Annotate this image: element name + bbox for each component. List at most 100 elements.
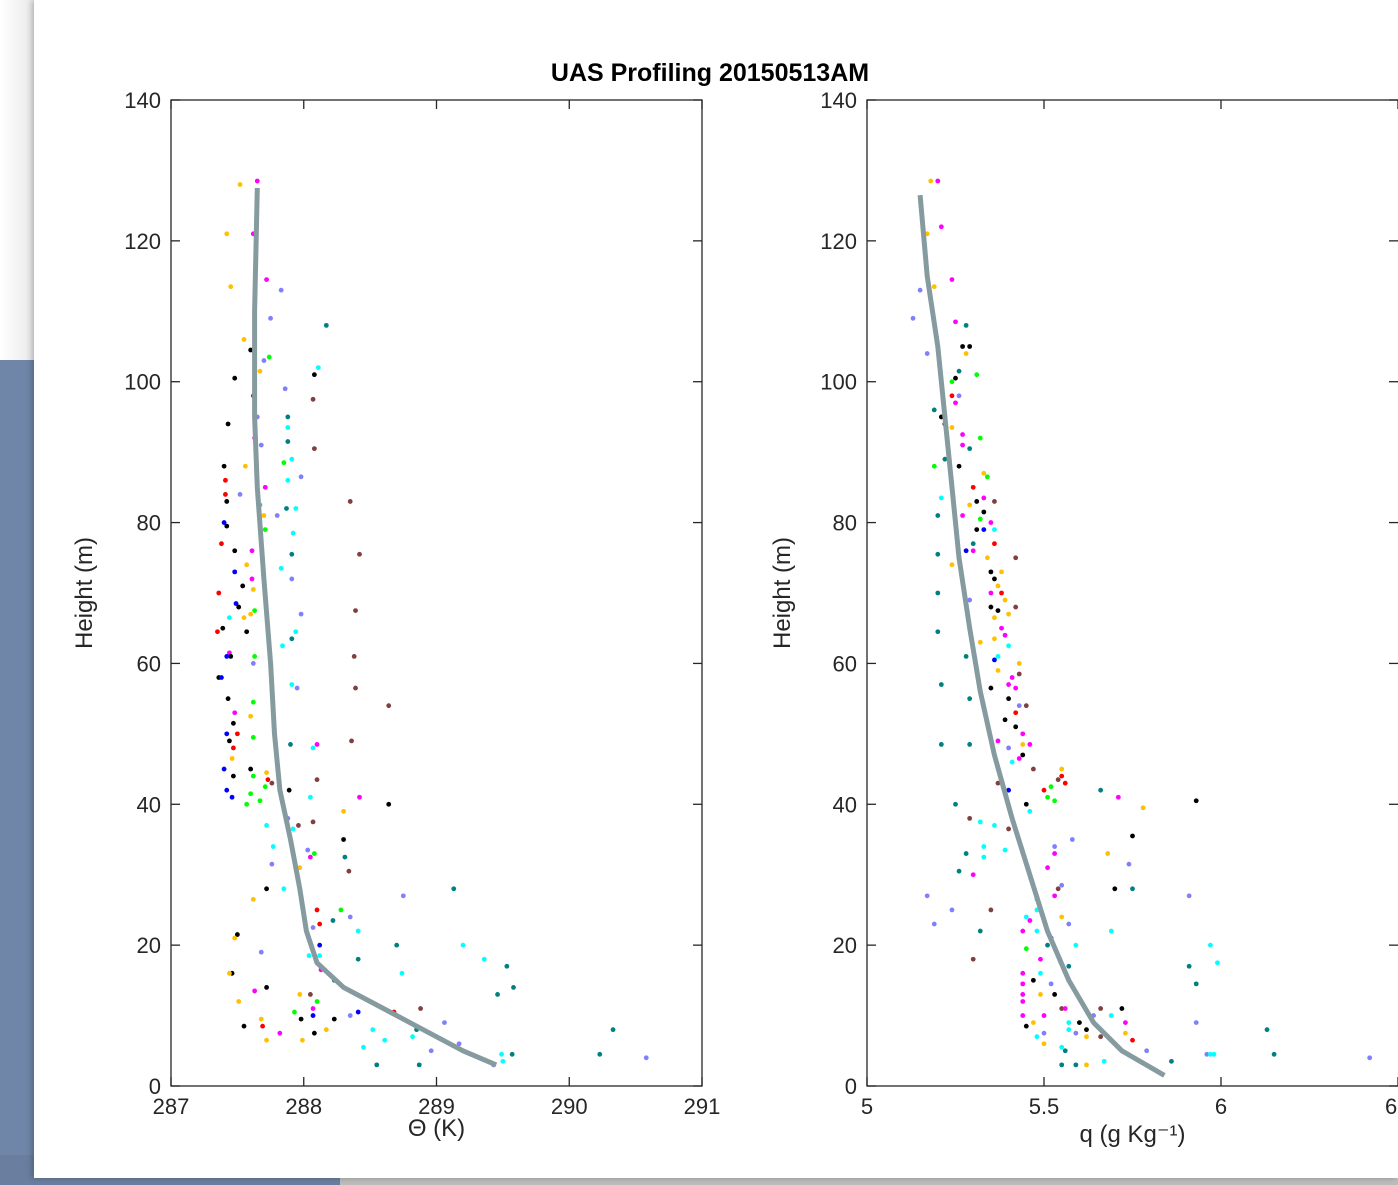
data-point — [995, 608, 1001, 614]
data-point — [1045, 794, 1050, 800]
data-point — [1069, 837, 1075, 842]
data-point — [995, 583, 1001, 589]
data-point — [400, 893, 406, 899]
data-point — [236, 604, 242, 610]
data-point — [347, 499, 353, 504]
data-point — [917, 287, 923, 293]
data-point — [307, 794, 313, 800]
data-point — [297, 992, 303, 997]
data-point — [1105, 851, 1111, 856]
data-point — [296, 823, 301, 828]
y-tick-label: 60 — [137, 651, 161, 676]
data-point — [249, 548, 255, 554]
data-point — [1006, 643, 1011, 649]
data-point — [277, 1030, 283, 1036]
data-point — [310, 1006, 316, 1011]
data-point — [924, 351, 930, 356]
data-point — [1066, 1027, 1072, 1033]
data-point — [999, 590, 1004, 596]
data-point — [262, 527, 268, 533]
axes-box — [170, 99, 703, 1087]
data-point — [1059, 773, 1065, 779]
data-point — [1101, 1058, 1107, 1064]
data-point — [341, 808, 346, 814]
data-point — [230, 773, 236, 779]
data-point — [956, 463, 962, 469]
data-point — [977, 928, 983, 934]
x-tick-label: 5.5 — [1029, 1094, 1060, 1119]
data-point — [285, 439, 291, 444]
data-point — [1077, 1020, 1082, 1026]
data-point — [288, 742, 293, 747]
data-point — [268, 315, 273, 321]
data-point — [310, 396, 316, 402]
x-tick-label: 288 — [285, 1094, 322, 1119]
data-point — [234, 932, 240, 937]
data-point — [938, 495, 944, 501]
data-point — [229, 794, 235, 800]
y-tick-label: 20 — [833, 933, 857, 958]
data-point — [1062, 1006, 1068, 1011]
data-point — [511, 985, 516, 990]
data-point — [953, 400, 958, 406]
data-point — [1013, 724, 1019, 730]
data-point — [257, 798, 263, 804]
data-point — [227, 738, 232, 744]
y-tick-label: 20 — [137, 933, 161, 958]
data-point — [963, 322, 969, 328]
data-point — [953, 319, 958, 325]
data-point — [250, 734, 256, 740]
data-point — [1045, 865, 1050, 871]
data-point — [1041, 1013, 1047, 1018]
data-point — [1030, 1020, 1036, 1026]
data-point — [315, 365, 321, 371]
data-point — [269, 861, 275, 867]
data-point — [1059, 1062, 1065, 1068]
data-point — [223, 492, 228, 497]
data-point — [1030, 977, 1036, 983]
data-point — [1059, 882, 1065, 888]
data-point — [370, 1027, 376, 1033]
data-point — [988, 520, 994, 525]
data-point — [963, 548, 969, 554]
y-tick-label: 0 — [845, 1074, 857, 1099]
data-point — [264, 277, 269, 282]
data-point — [481, 956, 487, 962]
data-point — [1002, 632, 1008, 638]
data-point — [230, 720, 236, 726]
data-point — [981, 509, 987, 515]
data-point — [1073, 1062, 1079, 1068]
data-point — [597, 1051, 603, 1057]
data-point — [981, 495, 987, 501]
data-point — [974, 527, 980, 533]
data-point — [988, 907, 994, 913]
data-point — [346, 868, 352, 874]
data-point — [310, 819, 316, 825]
data-point — [1052, 798, 1058, 804]
data-point — [1034, 1034, 1040, 1040]
data-point — [357, 551, 362, 557]
data-point — [963, 851, 969, 856]
y-tick-label: 80 — [137, 511, 161, 536]
data-point — [956, 368, 962, 374]
data-point — [938, 224, 944, 230]
data-point — [266, 354, 272, 360]
x-tick-label: 289 — [418, 1094, 455, 1119]
data-point — [1059, 1044, 1065, 1050]
y-tick-label: 100 — [820, 370, 857, 395]
data-point — [992, 615, 997, 621]
data-point — [931, 407, 937, 413]
data-point — [451, 886, 457, 892]
data-point — [1020, 970, 1026, 976]
data-point — [967, 696, 973, 702]
data-point — [221, 463, 227, 469]
data-point — [1066, 921, 1072, 927]
data-point — [1112, 886, 1118, 892]
data-point — [1193, 1020, 1199, 1026]
data-point — [643, 1055, 649, 1061]
data-point — [1130, 1037, 1135, 1043]
data-point — [1115, 794, 1121, 800]
data-point — [428, 1048, 434, 1054]
data-point — [981, 844, 987, 849]
data-point — [232, 710, 238, 716]
